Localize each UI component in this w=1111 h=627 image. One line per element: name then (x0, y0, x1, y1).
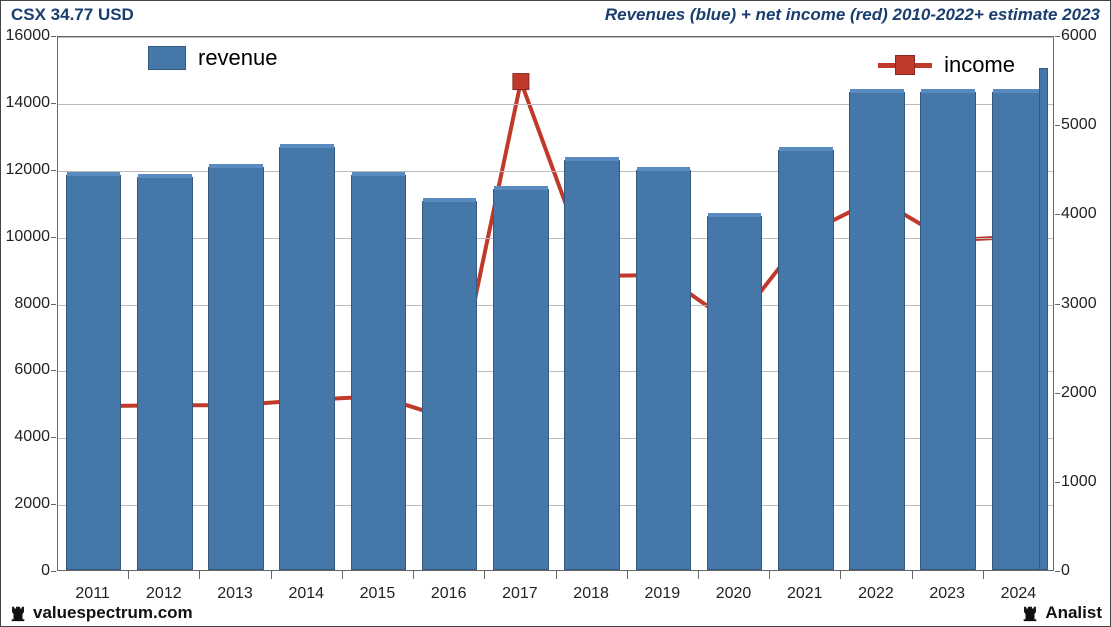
y-left-label: 12000 (6, 162, 51, 178)
y-right-label: 5000 (1061, 117, 1097, 133)
revenue-bar (208, 167, 264, 570)
y-left-label: 2000 (14, 496, 50, 512)
revenue-bar (920, 92, 976, 570)
y-left-label: 4000 (14, 429, 50, 445)
revenue-bar (493, 189, 549, 570)
y-right-label: 0 (1061, 563, 1070, 579)
revenue-bar (636, 170, 692, 570)
chart-container: CSX 34.77 USD Revenues (blue) + net inco… (0, 0, 1111, 627)
plot-area: revenue income (57, 36, 1054, 571)
y-left-label: 6000 (14, 362, 50, 378)
y-left-label: 0 (41, 563, 50, 579)
legend-income: income (878, 52, 1015, 78)
revenue-bar-extra (1039, 68, 1048, 570)
revenue-bar (707, 216, 763, 570)
ticker-label: CSX 34.77 USD (11, 1, 134, 28)
revenue-bar (137, 177, 193, 570)
footer-brand: Analist (1045, 599, 1102, 626)
y-right-label: 6000 (1061, 28, 1097, 44)
revenue-bar (351, 175, 407, 570)
legend-revenue: revenue (148, 45, 278, 71)
income-marker (513, 74, 529, 90)
revenue-bar (849, 92, 905, 570)
legend-income-swatch (878, 63, 932, 68)
legend-revenue-swatch (148, 46, 186, 70)
footer-source: valuespectrum.com (33, 599, 193, 626)
y-right-label: 2000 (1061, 385, 1097, 401)
legend-revenue-label: revenue (198, 45, 278, 71)
footer-left: valuespectrum.com (9, 599, 193, 626)
chart-title: Revenues (blue) + net income (red) 2010-… (605, 1, 1100, 28)
footer: valuespectrum.com Analist (1, 599, 1110, 626)
rook-icon (9, 604, 27, 622)
revenue-bar (564, 160, 620, 570)
revenue-bar (279, 147, 335, 570)
y-left-label: 16000 (6, 28, 51, 44)
footer-right: Analist (1021, 599, 1102, 626)
revenue-bar (778, 150, 834, 570)
y-right-label: 4000 (1061, 206, 1097, 222)
revenue-bar (66, 175, 122, 570)
y-left-label: 14000 (6, 95, 51, 111)
revenue-bar (422, 201, 478, 570)
y-axis-left: 0200040006000800010000120001400016000 (1, 36, 56, 571)
legend-income-label: income (944, 52, 1015, 78)
y-left-label: 10000 (6, 229, 51, 245)
y-axis-right: 0100020003000400050006000 (1055, 36, 1110, 571)
y-right-label: 3000 (1061, 296, 1097, 312)
rook-icon (1021, 604, 1039, 622)
y-left-label: 8000 (14, 296, 50, 312)
y-right-label: 1000 (1061, 474, 1097, 490)
header: CSX 34.77 USD Revenues (blue) + net inco… (1, 1, 1110, 28)
gridline (58, 37, 1053, 38)
